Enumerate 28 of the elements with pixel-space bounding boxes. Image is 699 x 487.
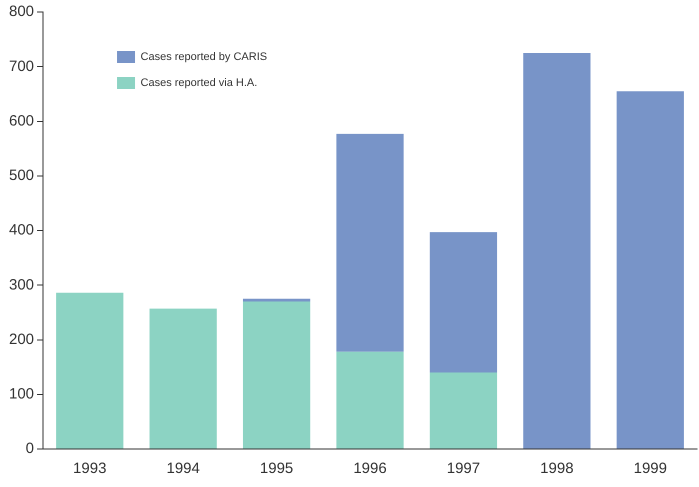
bar bbox=[242, 302, 310, 448]
bar bbox=[430, 372, 498, 448]
bar bbox=[523, 52, 590, 448]
bar bbox=[616, 91, 684, 448]
y-tick-label: 500 bbox=[8, 167, 34, 184]
y-tick-label: 600 bbox=[8, 112, 34, 130]
x-tick-label: 1995 bbox=[260, 460, 294, 478]
x-tick-label: 1996 bbox=[353, 460, 387, 478]
legend-label: Cases reported by CARIS bbox=[140, 51, 268, 64]
bar bbox=[430, 232, 498, 373]
bar bbox=[56, 292, 124, 448]
x-tick-label: 1994 bbox=[166, 460, 200, 478]
x-tick-label: 1999 bbox=[634, 460, 667, 478]
y-tick-label: 200 bbox=[8, 330, 34, 348]
y-tick-label: 800 bbox=[8, 3, 34, 20]
x-tick-label: 1997 bbox=[446, 460, 480, 478]
y-tick-label: 400 bbox=[8, 222, 34, 239]
legend-label: Cases reported via H.A. bbox=[140, 77, 258, 90]
y-tick-label: 100 bbox=[8, 386, 34, 403]
bar bbox=[336, 352, 404, 448]
y-tick-label: 300 bbox=[8, 276, 34, 294]
x-tick-label: 1998 bbox=[540, 460, 574, 478]
y-tick-label: 0 bbox=[26, 440, 34, 458]
x-tick-label: 1993 bbox=[73, 460, 106, 478]
bar bbox=[150, 308, 217, 448]
bar bbox=[242, 298, 310, 302]
y-tick-label: 700 bbox=[8, 58, 34, 75]
bar bbox=[336, 134, 404, 352]
